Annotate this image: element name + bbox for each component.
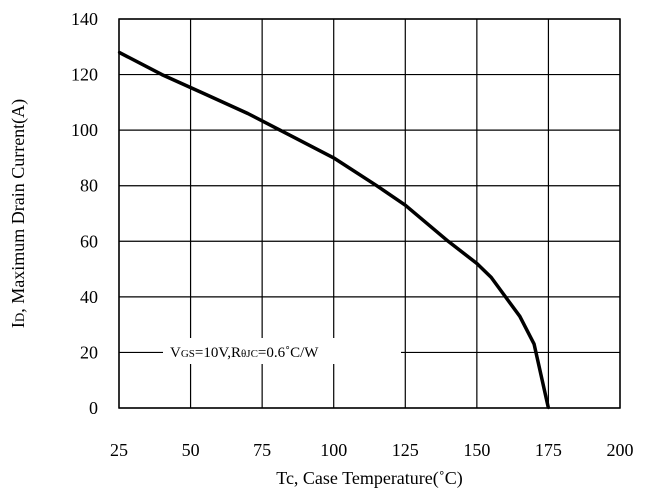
y-axis-title-rest: , Maximum Drain Current(A)	[8, 99, 29, 313]
y-axis-title-sub: D	[12, 313, 27, 322]
data-point	[489, 276, 493, 279]
annotation-mid: =10V,R	[195, 345, 241, 361]
y-axis-title: ID, Maximum Drain Current(A)	[8, 99, 29, 328]
annotation-end: =0.6˚C/W	[258, 345, 319, 361]
data-point	[289, 134, 292, 137]
data-point	[532, 342, 536, 346]
annotation-theta-jc: θJC	[241, 348, 258, 360]
data-point	[518, 315, 521, 318]
y-tick-label: 100	[71, 120, 98, 140]
data-point	[246, 112, 250, 115]
annotation-v: V	[170, 345, 181, 361]
x-tick-label: 200	[607, 440, 634, 460]
plot-frame	[118, 18, 621, 409]
x-axis-title: Tc, Case Temperature(˚C)	[276, 468, 463, 489]
y-tick-label: 140	[71, 9, 98, 29]
data-point	[475, 262, 479, 265]
x-tick-label: 100	[320, 440, 347, 460]
x-tick-label: 125	[392, 440, 419, 460]
x-tick-label: 175	[535, 440, 562, 460]
y-tick-label: 20	[80, 342, 98, 362]
x-tick-label: 25	[110, 440, 128, 460]
y-tick-label: 40	[80, 287, 98, 307]
x-tick-labels: 25 50 75 100 125 150 175 200	[110, 440, 634, 460]
annotation-gs: GS	[181, 348, 195, 360]
data-point	[504, 295, 507, 299]
y-tick-label: 80	[80, 176, 98, 196]
x-tick-label: 75	[253, 440, 271, 460]
annotation-group: VGS=10V,RθJC=0.6˚C/W	[163, 338, 401, 364]
data-point	[332, 156, 335, 160]
y-tick-label: 120	[71, 65, 98, 85]
x-tick-label: 50	[182, 440, 200, 460]
annotation-background	[163, 338, 401, 364]
data-point	[447, 240, 450, 243]
y-tick-label: 0	[89, 398, 98, 418]
data-point	[404, 203, 407, 207]
y-axis-title-i: I	[8, 322, 28, 328]
y-tick-labels: 0 20 40 60 80 100 120 140	[71, 9, 98, 418]
y-tick-label: 60	[80, 231, 98, 251]
data-point	[375, 184, 378, 187]
grid	[118, 18, 621, 409]
annotation: VGS=10V,RθJC=0.6˚C/W	[170, 345, 319, 361]
data-point	[160, 73, 164, 76]
data-point	[203, 92, 207, 96]
x-tick-label: 150	[463, 440, 490, 460]
